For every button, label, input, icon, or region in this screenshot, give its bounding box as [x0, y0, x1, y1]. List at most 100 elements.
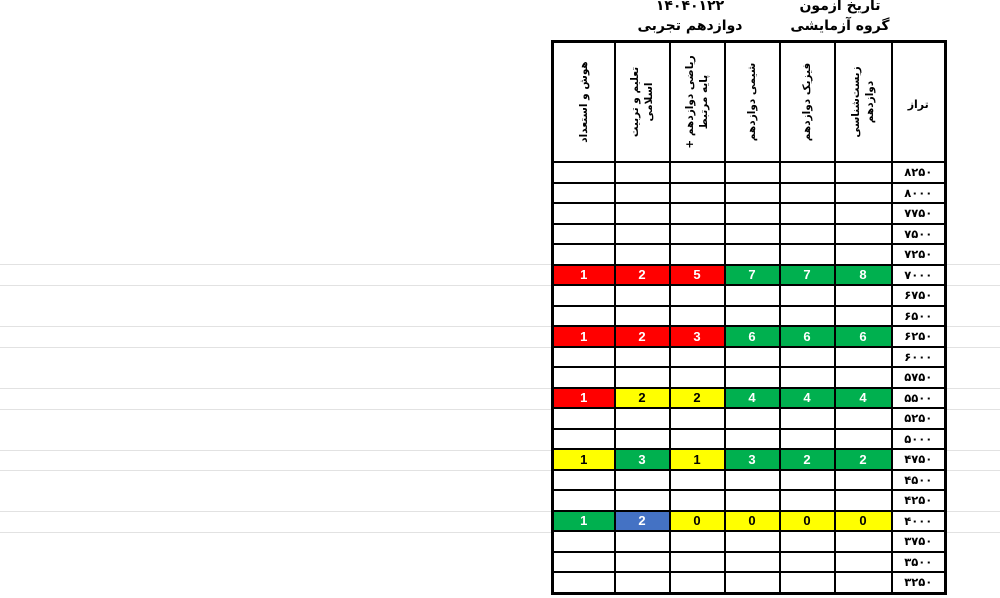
score-cell[interactable]: [613, 530, 671, 553]
score-cell[interactable]: [551, 427, 616, 450]
score-cell[interactable]: 1: [668, 448, 726, 471]
score-cell[interactable]: [778, 222, 836, 245]
score-cell[interactable]: [778, 366, 836, 389]
score-cell[interactable]: 1: [551, 325, 616, 348]
score-cell[interactable]: [613, 366, 671, 389]
score-cell[interactable]: [723, 550, 781, 573]
score-cell[interactable]: 2: [613, 509, 671, 532]
score-cell[interactable]: [613, 489, 671, 512]
score-cell[interactable]: [833, 530, 893, 553]
score-cell[interactable]: [833, 366, 893, 389]
score-cell[interactable]: [833, 243, 893, 266]
score-cell[interactable]: [833, 161, 893, 184]
header-math-12[interactable]: ریاضی دوازدهم + پایه مرتبط: [668, 40, 726, 163]
score-cell[interactable]: [551, 181, 616, 204]
score-cell[interactable]: [668, 489, 726, 512]
score-cell[interactable]: [723, 222, 781, 245]
score-cell[interactable]: [833, 550, 893, 573]
score-cell[interactable]: [723, 161, 781, 184]
taraz-cell[interactable]: ۶۰۰۰: [890, 345, 947, 368]
score-cell[interactable]: [551, 407, 616, 430]
score-cell[interactable]: [551, 530, 616, 553]
taraz-cell[interactable]: ۸۰۰۰: [890, 181, 947, 204]
score-cell[interactable]: 2: [668, 386, 726, 409]
score-cell[interactable]: [668, 407, 726, 430]
score-cell[interactable]: 3: [723, 448, 781, 471]
score-cell[interactable]: [778, 202, 836, 225]
score-cell[interactable]: [613, 284, 671, 307]
score-cell[interactable]: [551, 222, 616, 245]
header-islamic-education[interactable]: تعلیم و تربیت اسلامی: [613, 40, 671, 163]
score-cell[interactable]: 7: [723, 263, 781, 286]
taraz-cell[interactable]: ۴۷۵۰: [890, 448, 947, 471]
score-cell[interactable]: [723, 530, 781, 553]
score-cell[interactable]: [668, 530, 726, 553]
score-cell[interactable]: [778, 489, 836, 512]
score-cell[interactable]: [551, 161, 616, 184]
score-cell[interactable]: [668, 161, 726, 184]
taraz-cell[interactable]: ۳۵۰۰: [890, 550, 947, 573]
score-cell[interactable]: [723, 489, 781, 512]
score-cell[interactable]: [833, 407, 893, 430]
score-cell[interactable]: [723, 202, 781, 225]
score-cell[interactable]: [723, 304, 781, 327]
score-cell[interactable]: [778, 530, 836, 553]
score-cell[interactable]: [668, 304, 726, 327]
score-cell[interactable]: 0: [723, 509, 781, 532]
score-cell[interactable]: [833, 427, 893, 450]
score-cell[interactable]: [778, 243, 836, 266]
score-cell[interactable]: 6: [723, 325, 781, 348]
score-cell[interactable]: 6: [833, 325, 893, 348]
score-cell[interactable]: [551, 304, 616, 327]
score-cell[interactable]: [833, 489, 893, 512]
score-cell[interactable]: [723, 468, 781, 491]
score-cell[interactable]: 4: [723, 386, 781, 409]
score-cell[interactable]: [778, 284, 836, 307]
score-cell[interactable]: 0: [778, 509, 836, 532]
score-cell[interactable]: 4: [833, 386, 893, 409]
score-cell[interactable]: [668, 366, 726, 389]
score-cell[interactable]: 0: [833, 509, 893, 532]
score-cell[interactable]: [723, 345, 781, 368]
score-cell[interactable]: [551, 489, 616, 512]
score-cell[interactable]: 3: [668, 325, 726, 348]
score-cell[interactable]: [778, 550, 836, 573]
score-cell[interactable]: 0: [668, 509, 726, 532]
taraz-cell[interactable]: ۷۷۵۰: [890, 202, 947, 225]
score-cell[interactable]: [778, 304, 836, 327]
score-cell[interactable]: [613, 161, 671, 184]
score-cell[interactable]: [723, 366, 781, 389]
score-cell[interactable]: 8: [833, 263, 893, 286]
score-cell[interactable]: [613, 243, 671, 266]
score-cell[interactable]: [613, 181, 671, 204]
header-biology-12[interactable]: زیست‌شناسی دوازدهم: [833, 40, 893, 163]
score-cell[interactable]: [833, 181, 893, 204]
taraz-cell[interactable]: ۴۵۰۰: [890, 468, 947, 491]
score-cell[interactable]: [613, 407, 671, 430]
score-cell[interactable]: [723, 181, 781, 204]
score-cell[interactable]: [668, 284, 726, 307]
taraz-cell[interactable]: ۶۷۵۰: [890, 284, 947, 307]
score-cell[interactable]: [668, 202, 726, 225]
score-cell[interactable]: [833, 345, 893, 368]
score-cell[interactable]: [668, 181, 726, 204]
taraz-cell[interactable]: ۶۲۵۰: [890, 325, 947, 348]
taraz-cell[interactable]: ۶۵۰۰: [890, 304, 947, 327]
score-cell[interactable]: 2: [778, 448, 836, 471]
score-cell[interactable]: [778, 345, 836, 368]
score-cell[interactable]: [613, 345, 671, 368]
score-cell[interactable]: [613, 304, 671, 327]
score-cell[interactable]: [551, 550, 616, 573]
taraz-cell[interactable]: ۸۲۵۰: [890, 161, 947, 184]
score-cell[interactable]: [551, 345, 616, 368]
score-cell[interactable]: 2: [613, 263, 671, 286]
score-cell[interactable]: [723, 571, 781, 594]
score-cell[interactable]: [833, 304, 893, 327]
score-cell[interactable]: 6: [778, 325, 836, 348]
score-cell[interactable]: 1: [551, 448, 616, 471]
taraz-cell[interactable]: ۷۵۰۰: [890, 222, 947, 245]
score-cell[interactable]: 1: [551, 509, 616, 532]
score-cell[interactable]: 4: [778, 386, 836, 409]
score-cell[interactable]: [723, 243, 781, 266]
score-cell[interactable]: [778, 427, 836, 450]
